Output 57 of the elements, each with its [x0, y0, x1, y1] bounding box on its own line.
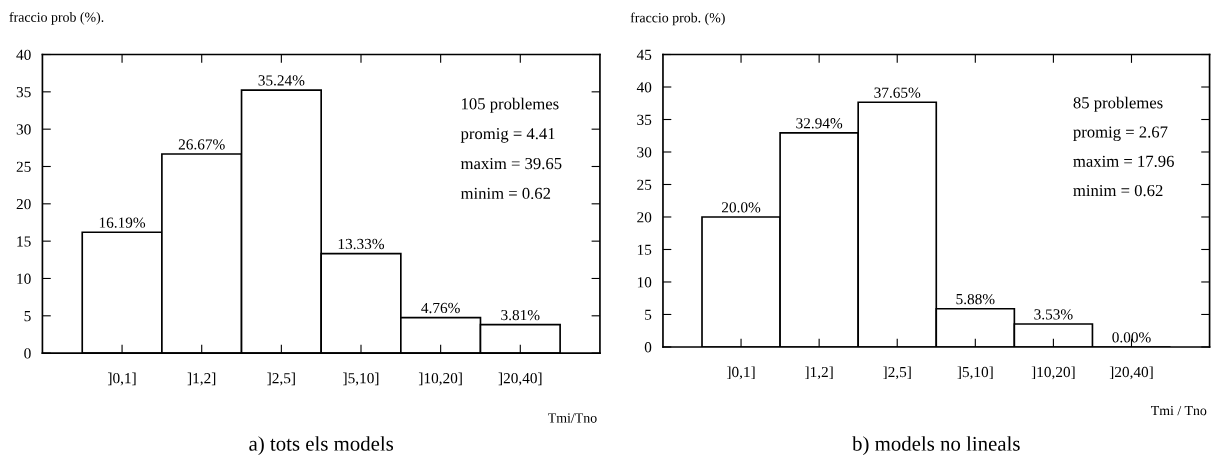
x-tick-label: ]0,1]	[107, 372, 136, 386]
data-label: 32.94%	[796, 118, 843, 129]
x-axis-title: Tmi / Tno	[1151, 405, 1207, 416]
annotation: maxim = 17.96	[1073, 155, 1174, 167]
x-tick-label: ]5,10]	[957, 366, 993, 380]
x-tick-label: ]2,5]	[883, 366, 911, 380]
y-tick-label: 40	[16, 49, 31, 60]
y-tick-label: 0	[24, 348, 31, 359]
annotation: maxim = 39.65	[460, 157, 562, 170]
y-tick-label: 20	[637, 212, 652, 223]
text: a) tots els models	[249, 436, 394, 456]
data-label: 16.19%	[99, 217, 146, 228]
text: b) models no lineals	[852, 436, 1020, 456]
x-tick-label: ]20,40]	[1109, 366, 1153, 380]
data-label: 3.81%	[501, 309, 540, 321]
y-tick-label: 45	[636, 49, 652, 60]
annotation: promig = 2.67	[1073, 126, 1168, 142]
y-tick-label: 30	[637, 147, 652, 158]
x-tick-label: ]10,20]	[1031, 366, 1075, 380]
y-tick-label: 20	[16, 198, 31, 210]
y-axis-title: fraccio prob (%).	[9, 11, 104, 25]
y-tick-label: 5	[24, 311, 31, 322]
y-tick-label: 10	[17, 273, 31, 284]
data-label: 5.88%	[956, 293, 995, 305]
data-label: 4.76%	[421, 302, 460, 314]
annotation: minim = 0.62	[460, 187, 551, 200]
x-tick-label: ]20,40]	[498, 372, 542, 386]
x-axis-title: Tmi/Tno	[548, 413, 597, 423]
annotation: promig = 4.41	[460, 128, 555, 143]
y-tick-label: 15	[637, 244, 652, 255]
data-label: 35.24%	[258, 75, 305, 86]
data-label: 37.65%	[874, 87, 921, 98]
annotation: 105 problemes	[462, 97, 559, 113]
annotation: 85 problemes	[1073, 96, 1163, 112]
y-tick-label: 30	[16, 124, 31, 135]
x-tick-label: ]1,2]	[187, 372, 216, 386]
x-tick-label: ]10,20]	[418, 372, 462, 386]
y-tick-label: 25	[637, 179, 652, 190]
data-label: 26.67%	[178, 139, 225, 150]
x-tick-label: ]2,5]	[267, 372, 295, 386]
x-tick-label: ]5,10]	[343, 372, 379, 386]
data-label: 13.33%	[338, 238, 385, 250]
y-tick-label: 35	[637, 114, 652, 125]
data-label: 3.53%	[1034, 309, 1073, 320]
x-tick-label: ]0,1]	[726, 366, 755, 380]
data-label: 20.0%	[721, 202, 761, 213]
y-tick-label: 15	[17, 236, 31, 247]
y-tick-label: 35	[16, 87, 31, 98]
y-tick-label: 25	[16, 161, 31, 172]
y-tick-label: 10	[637, 277, 652, 288]
y-tick-label: 5	[645, 309, 652, 320]
annotation: minim = 0.62	[1073, 184, 1163, 197]
y-tick-label: 40	[636, 82, 652, 93]
x-tick-label: ]1,2]	[805, 366, 833, 380]
y-tick-label: 0	[644, 342, 652, 353]
data-label: 0.00%	[1112, 332, 1151, 343]
y-axis-title: fraccio prob. (%)	[630, 12, 725, 26]
